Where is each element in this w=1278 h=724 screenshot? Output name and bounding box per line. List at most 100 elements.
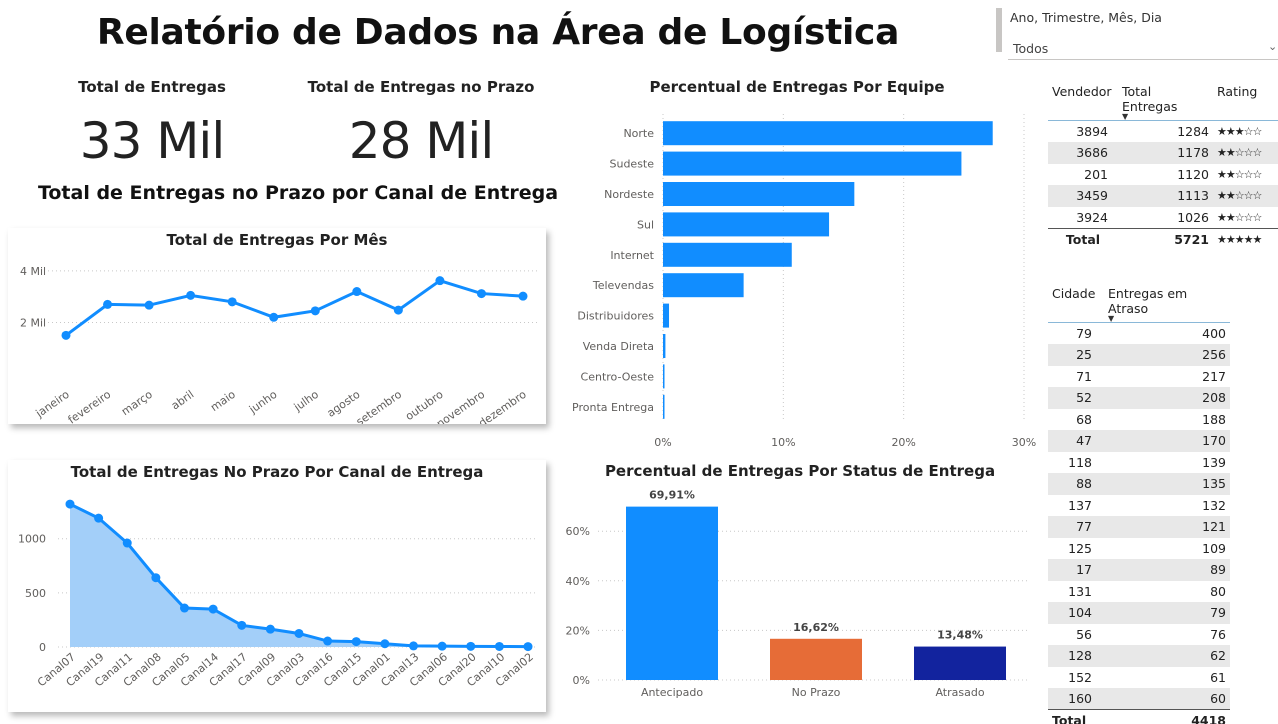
rating-stars-icon: ★★☆☆☆ (1217, 210, 1262, 224)
y-tick-label: 0 (39, 641, 46, 654)
data-point (323, 636, 333, 646)
table-row[interactable]: 52 208 (1048, 387, 1230, 409)
data-point (393, 305, 403, 315)
table-row[interactable]: 3686 1178 ★★☆☆☆ (1048, 142, 1278, 164)
date-slicer-dropdown[interactable] (1008, 38, 1278, 60)
col-cidade[interactable]: Cidade (1052, 286, 1096, 301)
table-row[interactable]: 77 121 (1048, 516, 1230, 538)
cell-cidade: 52 (1076, 390, 1092, 406)
table-row[interactable]: 88 135 (1048, 473, 1230, 495)
data-point (476, 289, 486, 299)
cell-entregas-atraso: 208 (1202, 390, 1226, 406)
table-row[interactable]: 25 256 (1048, 344, 1230, 366)
sort-desc-icon: ▼ (1122, 112, 1129, 121)
cell-vendedor: 3894 (1076, 124, 1108, 139)
y-tick-label: Televendas (592, 279, 654, 292)
kpi-total-value: 33 Mil (79, 112, 225, 170)
cell-vendedor: 3459 (1076, 188, 1108, 204)
y-tick-label: 40% (566, 575, 590, 588)
table-row[interactable]: 104 79 (1048, 602, 1230, 624)
y-tick-label: 500 (25, 587, 46, 600)
table-row[interactable]: 79 400 (1048, 323, 1230, 345)
col-total-entregas[interactable]: Total Entregas ▼ (1118, 78, 1213, 121)
cities-table-container[interactable]: Cidade Entregas em Atraso ▼ 79 400 25 256 71 2… (1048, 280, 1230, 724)
y-tick-label: Internet (610, 249, 654, 262)
y-tick-label: Norte (623, 127, 654, 140)
y-tick-label: Distribuidores (577, 310, 654, 323)
data-point (269, 312, 279, 322)
cell-entregas-atraso: 109 (1202, 540, 1226, 556)
cell-vendedor: 3924 (1076, 209, 1108, 225)
monthly-deliveries-card[interactable]: Total de Entregas Por Mês 2 Mil 4 Mil jane… (8, 228, 546, 424)
total-label: Total (1048, 709, 1104, 724)
x-tick-label: maio (208, 388, 238, 414)
bar (663, 273, 744, 298)
cell-entregas-atraso: 121 (1202, 519, 1226, 535)
date-slicer-value[interactable]: Todos (1013, 41, 1049, 56)
table-row[interactable]: 47 170 (1048, 430, 1230, 452)
cell-cidade: 104 (1068, 605, 1092, 621)
bar (663, 364, 665, 389)
chevron-down-icon[interactable]: ⌄ (1268, 40, 1278, 53)
table-row[interactable]: 160 60 (1048, 688, 1230, 710)
table-row[interactable]: 3924 1026 ★★☆☆☆ (1048, 207, 1278, 229)
bar (663, 394, 665, 419)
data-point (103, 299, 113, 309)
cell-cidade: 160 (1068, 691, 1092, 706)
y-tick-label: Pronta Entrega (572, 401, 654, 414)
table-row[interactable]: 128 62 (1048, 645, 1230, 667)
cities-table[interactable]: Cidade Entregas em Atraso ▼ 79 400 25 256 71 2… (1048, 280, 1230, 724)
cell-entregas-atraso: 132 (1202, 497, 1226, 513)
data-point (523, 642, 533, 652)
sellers-table[interactable]: Vendedor Total Entregas ▼ Rating 3894 1284… (1048, 78, 1278, 250)
x-tick-label: 0% (654, 436, 671, 449)
series-area (70, 504, 528, 647)
kpi-total-label: Total de Entregas (78, 78, 226, 96)
channel-deliveries-card[interactable]: Total de Entregas No Prazo Por Canal de … (8, 460, 546, 712)
data-point (65, 499, 75, 509)
x-tick-label: junho (246, 388, 280, 417)
x-tick-label: Atrasado (935, 686, 984, 699)
table-row[interactable]: 118 139 (1048, 452, 1230, 474)
table-row[interactable]: 3894 1284 ★★★☆☆ (1048, 121, 1278, 143)
col-entregas-atraso[interactable]: Entregas em Atraso ▼ (1104, 280, 1230, 323)
data-point (409, 641, 418, 651)
table-row[interactable]: 17 89 (1048, 559, 1230, 581)
table-row[interactable]: 137 132 (1048, 495, 1230, 517)
team-chart-title: Percentual de Entregas Por Equipe (649, 78, 945, 96)
cell-entregas-atraso: 79 (1210, 605, 1226, 621)
col-rating[interactable]: Rating (1217, 84, 1258, 99)
table-row[interactable]: 71 217 (1048, 366, 1230, 388)
table-row[interactable]: 131 80 (1048, 581, 1230, 603)
data-point (265, 624, 275, 634)
bar (663, 151, 962, 176)
cell-entregas-atraso: 89 (1210, 562, 1226, 578)
x-tick-label: julho (291, 388, 321, 415)
total-label: Total (1048, 227, 1118, 250)
cell-entregas-atraso: 76 (1210, 626, 1226, 642)
cell-cidade: 71 (1076, 368, 1092, 384)
team-bar-chart[interactable]: 0% 10% 20% 30% Norte Sudeste Nordeste Sul Intern… (560, 98, 1040, 458)
table-row[interactable]: 68 188 (1048, 409, 1230, 431)
x-tick-label: março (119, 388, 155, 419)
cell-entregas-atraso: 188 (1202, 411, 1226, 427)
table-row[interactable]: 125 109 (1048, 538, 1230, 560)
col-vendedor[interactable]: Vendedor (1052, 84, 1112, 99)
table-row[interactable]: 3459 1113 ★★☆☆☆ (1048, 185, 1278, 207)
table-row[interactable]: 201 1120 ★★☆☆☆ (1048, 164, 1278, 186)
total-value: 5721 (1118, 227, 1213, 250)
cell-cidade: 25 (1076, 347, 1092, 363)
y-tick-label: Nordeste (604, 188, 654, 201)
y-tick-label: Venda Direta (583, 340, 654, 353)
table-row[interactable]: 152 61 (1048, 667, 1230, 689)
bar (663, 334, 666, 358)
channel-area-chart[interactable]: 05001000Canal07Canal19Canal11Canal08Cana… (8, 460, 546, 712)
y-tick-label: 1000 (18, 533, 46, 546)
table-row[interactable]: 56 76 (1048, 624, 1230, 646)
status-bar-chart[interactable]: 0% 20% 40% 60% 69,91% Antecipado 16,62% No Praz… (560, 484, 1040, 706)
data-point (237, 620, 247, 630)
data-point (380, 639, 390, 649)
sellers-table-container[interactable]: Vendedor Total Entregas ▼ Rating 3894 1284… (1048, 78, 1278, 250)
data-point (180, 603, 189, 613)
